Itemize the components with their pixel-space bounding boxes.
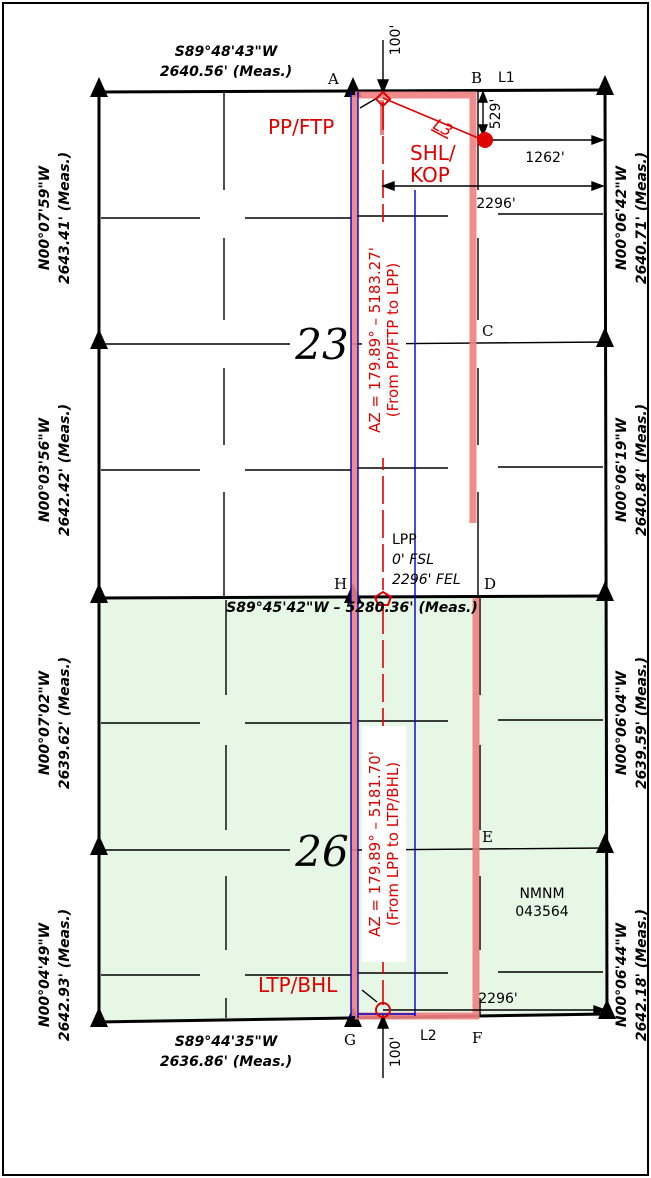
ltp-bhl-marker — [375, 1002, 391, 1018]
ltp-bhl-label: LTP/BHL — [258, 973, 338, 997]
left-bearing-2: N00°03'56"W — [37, 417, 53, 522]
right-distance-1: 2640.71' (Meas.) — [634, 152, 650, 284]
middle-bearing: S89°45'42"W – 5280.36' (Meas.) — [226, 600, 478, 616]
kop-label: KOP — [410, 163, 450, 187]
right-bearing-4: N00°06'44"W — [614, 922, 630, 1027]
right-distance-3: 2639.59' (Meas.) — [634, 657, 650, 789]
lease-name: NMNM — [519, 886, 564, 902]
spacing-unit — [350, 92, 416, 1018]
right-distance-4: 2642.18' (Meas.) — [634, 909, 650, 1041]
pp-ftp-marker — [374, 90, 392, 108]
point-h: H — [334, 575, 347, 593]
shl-label: SHL/ — [410, 141, 456, 165]
point-e: E — [482, 828, 493, 846]
shl-kop-marker — [477, 132, 493, 148]
left-distance-1: 2643.41' (Meas.) — [57, 152, 73, 284]
lpp-fel-label: 2296' FEL — [392, 572, 461, 588]
point-c: C — [482, 322, 493, 340]
right-bearing-3: N00°06'04"W — [614, 670, 630, 775]
point-d: D — [484, 575, 496, 593]
right-bearing-2: N00°06'19"W — [614, 417, 630, 522]
setback-arrows — [359, 40, 608, 1078]
point-b: B — [471, 69, 482, 87]
buffer-zone — [351, 91, 480, 1020]
right-bearing-1: N00°06'42"W — [614, 165, 630, 270]
left-distance-2: 2642.42' (Meas.) — [57, 404, 73, 536]
bottom-distance: 2636.86' (Meas.) — [160, 1054, 292, 1070]
lpp-marker — [373, 590, 393, 606]
fel-bottom-label: 2296' — [478, 991, 517, 1007]
azimuth-upper-mask — [362, 222, 406, 458]
point-a: A — [327, 70, 339, 88]
point-f: F — [472, 1029, 482, 1047]
lpp-fsl-label: 0' FSL — [392, 552, 434, 568]
quarter-lines — [101, 90, 603, 1018]
azimuth-lower-mask — [362, 726, 406, 962]
section-23-number: 23 — [294, 320, 348, 369]
left-bearing-4: N00°04'49"W — [37, 922, 53, 1027]
section-26-number: 26 — [294, 827, 348, 876]
left-distance-3: 2639.62' (Meas.) — [57, 657, 73, 789]
setback-top-label: 100' — [388, 25, 404, 56]
top-bearing: S89°48'43"W — [175, 44, 278, 60]
azimuth-lower-line1: AZ = 179.89° – 5181.70' — [366, 751, 384, 937]
point-g: G — [344, 1031, 356, 1049]
call-l2: L2 — [420, 1028, 437, 1044]
well-markers — [373, 90, 393, 1018]
right-distance-2: 2640.84' (Meas.) — [634, 404, 650, 536]
azimuth-upper-line2: (From PP/FTP to LPP) — [384, 263, 402, 417]
setback-bottom-label: 100' — [388, 1037, 404, 1068]
left-distance-4: 2642.93' (Meas.) — [57, 909, 73, 1041]
shl-from-north-label: 529' — [488, 99, 504, 130]
lpp-label: LPP — [392, 532, 417, 548]
azimuth-upper-line1: AZ = 179.89° – 5183.27' — [366, 247, 384, 433]
bottom-bearing: S89°44'35"W — [175, 1034, 278, 1050]
pp-ftp-label: PP/FTP — [268, 115, 334, 139]
fel-top-label: 2296' — [476, 196, 515, 212]
lease-number: 043564 — [515, 904, 569, 920]
left-bearing-3: N00°07'02"W — [37, 670, 53, 775]
azimuth-lower-line2: (From LPP to LTP/BHL) — [384, 762, 402, 926]
shl-from-east-label: 1262' — [525, 150, 564, 166]
top-distance: 2640.56' (Meas.) — [160, 64, 292, 80]
left-bearing-1: N00°07'59"W — [37, 165, 53, 270]
call-l1: L1 — [498, 70, 515, 86]
